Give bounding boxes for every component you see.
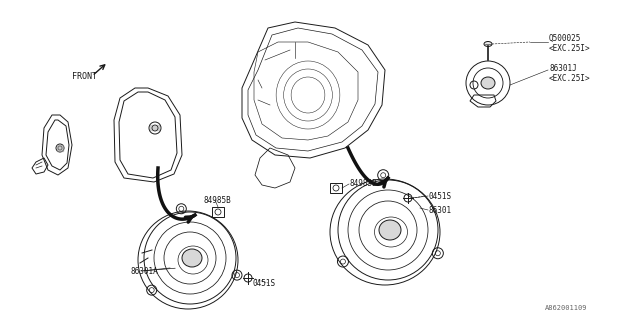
- Text: 0451S: 0451S: [252, 278, 275, 287]
- Ellipse shape: [481, 77, 495, 89]
- Ellipse shape: [379, 220, 401, 240]
- Text: 86301: 86301: [428, 205, 451, 214]
- Text: 84985B: 84985B: [203, 196, 231, 204]
- Text: Q500025: Q500025: [549, 34, 581, 43]
- Ellipse shape: [182, 249, 202, 267]
- Text: <EXC.25I>: <EXC.25I>: [549, 44, 591, 52]
- Text: 86301J: 86301J: [549, 63, 577, 73]
- Bar: [212, 207, 224, 217]
- Ellipse shape: [484, 42, 492, 46]
- Bar: [330, 183, 342, 193]
- Text: A862001109: A862001109: [545, 305, 588, 311]
- Text: 84985B: 84985B: [349, 179, 377, 188]
- Text: FRONT: FRONT: [72, 71, 97, 81]
- Text: 86301A: 86301A: [130, 267, 157, 276]
- Text: 0451S: 0451S: [428, 191, 451, 201]
- Text: <EXC.25I>: <EXC.25I>: [549, 74, 591, 83]
